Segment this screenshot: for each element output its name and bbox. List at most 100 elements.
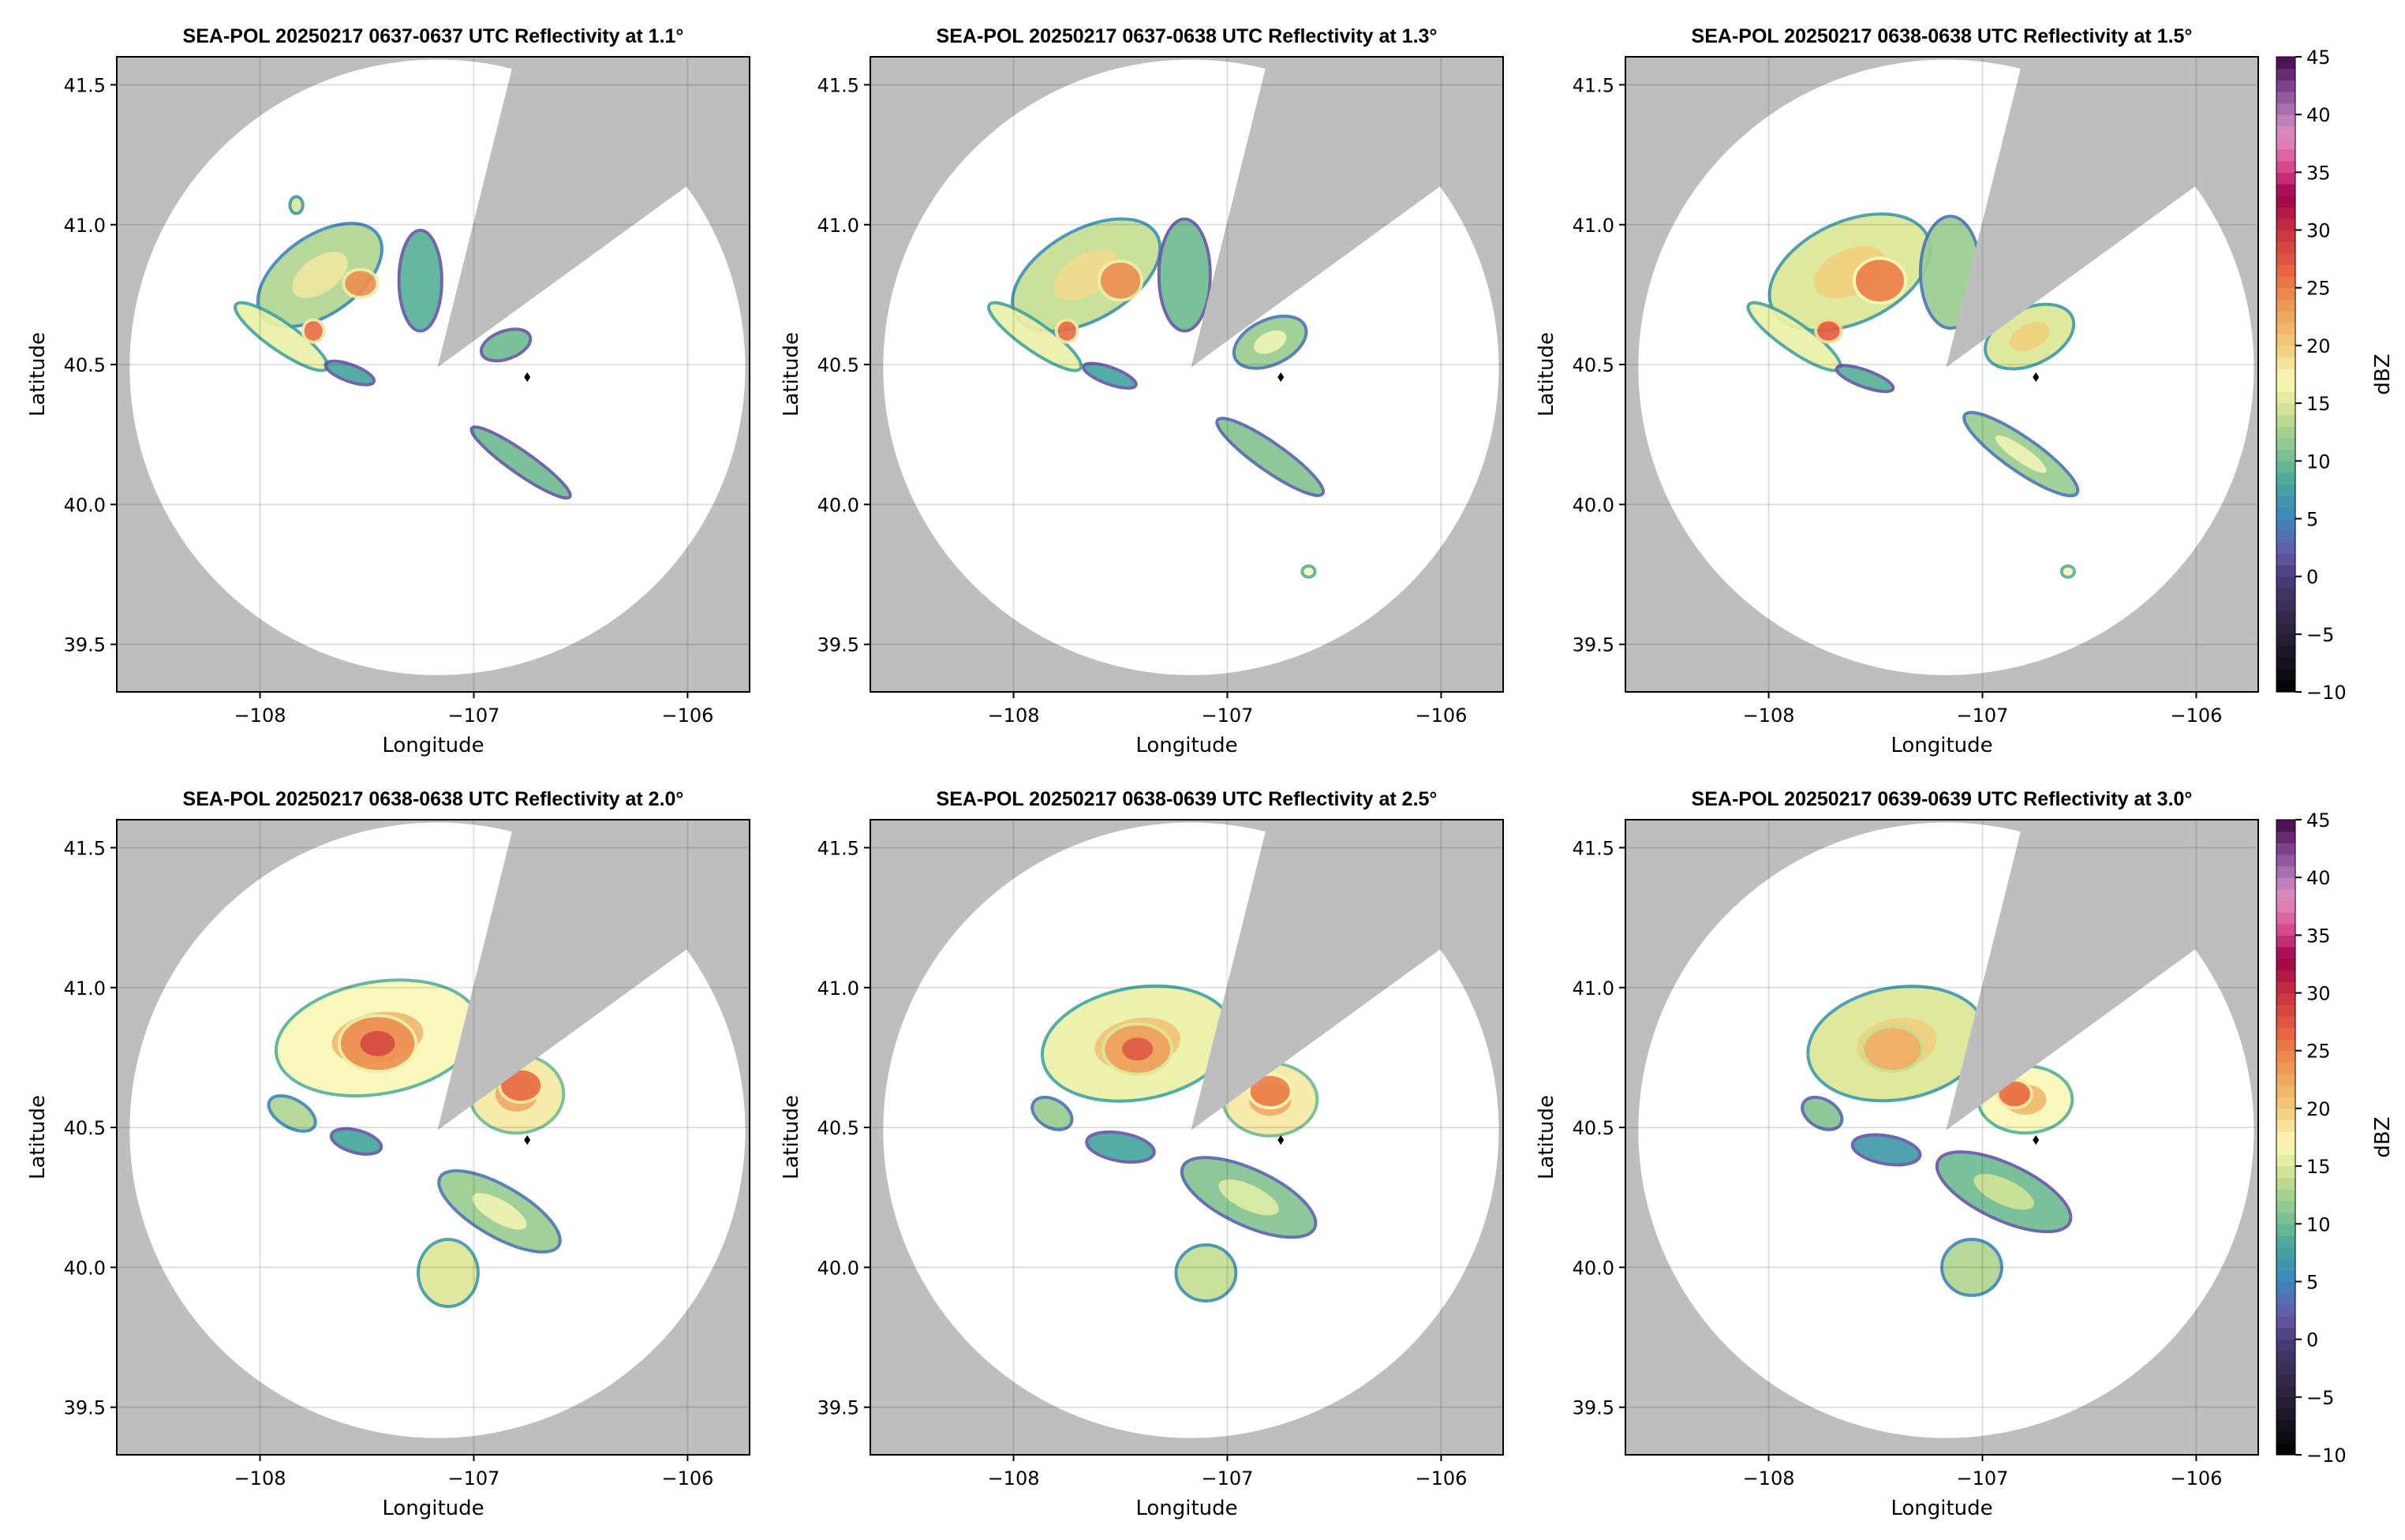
colorbar-band [2276,426,2295,439]
colorbar-band [2276,588,2295,600]
y-tick-label: 41.5 [1573,837,1614,859]
colorbar-band [2276,518,2295,531]
colorbar-band [2276,495,2295,508]
panel-title: SEA-POL 20250217 0638-0638 UTC Reflectiv… [183,788,684,810]
colorbar-band [2276,1316,2295,1329]
echo-region [397,228,443,333]
x-tick-label: −108 [1743,705,1795,727]
colorbar-band [2276,1258,2295,1271]
panel-6: SEA-POL 20250217 0639-0639 UTC Reflectiv… [1535,788,2259,1520]
colorbar-band [2276,657,2295,670]
echo-core [1973,1173,2034,1210]
x-tick-label: −107 [448,705,500,727]
colorbar-band [2276,264,2295,277]
y-tick-label: 39.5 [64,634,106,656]
colorbar-band [2276,461,2295,473]
colorbar-band [2276,1062,2295,1075]
colorbar-band [2276,1362,2295,1375]
colorbar-band [2276,668,2295,681]
colorbar-tick-label: −5 [2306,624,2334,646]
blocked-sector [437,57,750,368]
blocked-sector [1946,57,2258,368]
echo-core [1218,1179,1279,1216]
colorbar-band [2276,935,2295,948]
colorbar-band [2276,553,2295,566]
colorbar-band [2276,80,2295,92]
colorbar-band [2276,368,2295,381]
colorbar-band [2276,1385,2295,1398]
colorbar-band [2276,958,2295,970]
colorbar-band [2276,484,2295,496]
colorbar-band [2276,541,2295,554]
y-tick-label: 40.0 [1573,494,1614,516]
echo-region [1861,1025,1924,1074]
echo-region [1801,1095,1844,1131]
blocked-sector [1946,820,2258,1131]
colorbar-band [2276,900,2295,913]
y-tick-label: 40.5 [817,354,859,376]
x-tick-label: −108 [1743,1467,1795,1490]
colorbar-band [2276,172,2295,185]
colorbar-band [2276,114,2295,127]
colorbar-tick-label: 45 [2306,809,2331,832]
axes-frame [1625,56,2259,693]
colorbar-band [2276,345,2295,358]
y-tick-label: 41.5 [64,837,106,859]
echo-region [342,267,380,299]
panel-2: SEA-POL 20250217 0637-0638 UTC Reflectiv… [780,25,1504,757]
colorbar-frame [2276,56,2296,693]
colorbar-band [2276,1247,2295,1259]
echo-region [1157,217,1212,333]
colorbar-tick-label: 5 [2306,1271,2318,1293]
colorbar-band [2276,970,2295,982]
y-tick-label: 41.5 [817,74,859,96]
echo-region [1850,1133,1922,1167]
colorbar: −10 −5 0 5 10 15 20 25 30 35 40 45 dBZ [2276,47,2395,704]
y-tick-label: 40.0 [64,1257,106,1279]
colorbar-band [2276,1304,2295,1317]
y-tick-label: 40.0 [817,1257,859,1279]
colorbar-band [2276,1443,2295,1456]
echo-region [1174,1243,1238,1303]
colorbar-tick-label: 30 [2306,220,2331,242]
colorbar-band [2276,1269,2295,1283]
colorbar-band [2276,611,2295,623]
echo-region [1085,1130,1156,1164]
colorbar-band [2276,1293,2295,1306]
plot-area [117,820,750,1455]
colorbar-band [2276,831,2295,843]
echo-core [1995,435,2047,473]
panel-title: SEA-POL 20250217 0637-0638 UTC Reflectiv… [937,25,1438,47]
radar-site-marker [1277,372,1285,383]
colorbar-tick-label: 35 [2306,925,2331,947]
y-tick-label: 41.0 [1573,977,1614,1000]
colorbar-band [2276,1351,2295,1363]
echo-region [1852,256,1907,305]
panel-5: SEA-POL 20250217 0638-0639 UTC Reflectiv… [780,788,1504,1520]
colorbar-band [2276,403,2295,416]
colorbar-band [2276,565,2295,578]
x-axis-label: Longitude [1135,1497,1237,1520]
colorbar-label: dBZ [2371,353,2395,394]
colorbar-band [2276,599,2295,612]
y-tick-label: 41.0 [817,215,859,237]
colorbar-band [2276,1085,2295,1097]
colorbar-tick-label: 35 [2306,162,2331,184]
colorbar-band [2276,1431,2295,1444]
blocked-sector [1191,57,1503,368]
axes-frame [116,56,750,693]
x-axis-label: Longitude [1891,1497,1992,1520]
x-tick-label: −106 [2170,705,2222,727]
colorbar-band [2276,241,2295,254]
echo-region [469,425,572,500]
colorbar-band [2276,1131,2295,1144]
radar-site-marker [2033,1135,2040,1146]
colorbar-band [2276,622,2295,635]
radar-site-marker [524,1135,531,1146]
y-tick-label: 40.0 [64,494,106,516]
colorbar-band [2276,379,2295,393]
y-tick-label: 41.5 [1573,74,1614,96]
colorbar-band [2276,1374,2295,1386]
colorbar-band [2276,877,2295,890]
colorbar-band [2276,1420,2295,1433]
